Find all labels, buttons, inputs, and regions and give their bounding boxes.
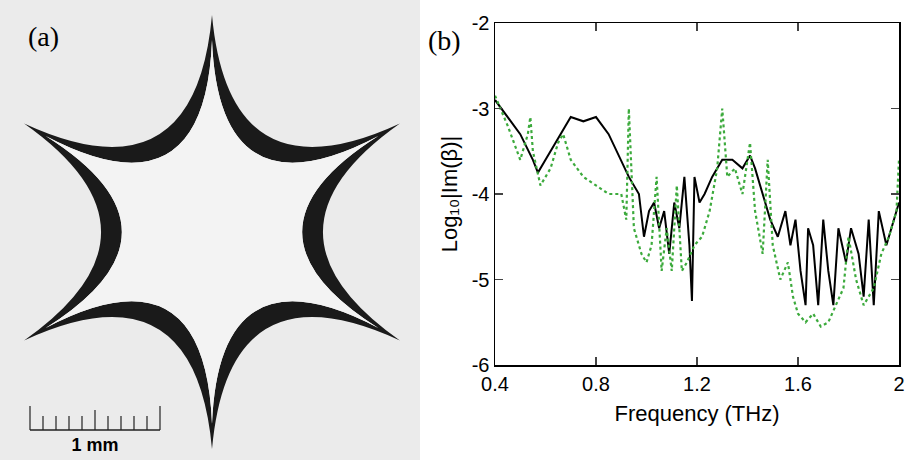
svg-text:1 mm: 1 mm [71,435,118,455]
svg-text:0.4: 0.4 [481,373,509,395]
svg-text:2: 2 [893,373,904,395]
svg-text:-3: -3 [472,98,490,120]
svg-text:-2: -2 [472,12,490,34]
svg-text:Frequency (THz): Frequency (THz) [614,401,779,426]
svg-text:(b): (b) [428,25,461,56]
svg-text:-4: -4 [472,183,490,205]
svg-text:-6: -6 [472,354,490,376]
svg-text:0.8: 0.8 [582,373,610,395]
svg-text:1.2: 1.2 [683,373,711,395]
svg-text:1.6: 1.6 [784,373,812,395]
svg-text:Log₁₀|Im(β)|: Log₁₀|Im(β)| [437,136,462,252]
svg-text:(a): (a) [28,21,59,52]
svg-text:-5: -5 [472,269,490,291]
